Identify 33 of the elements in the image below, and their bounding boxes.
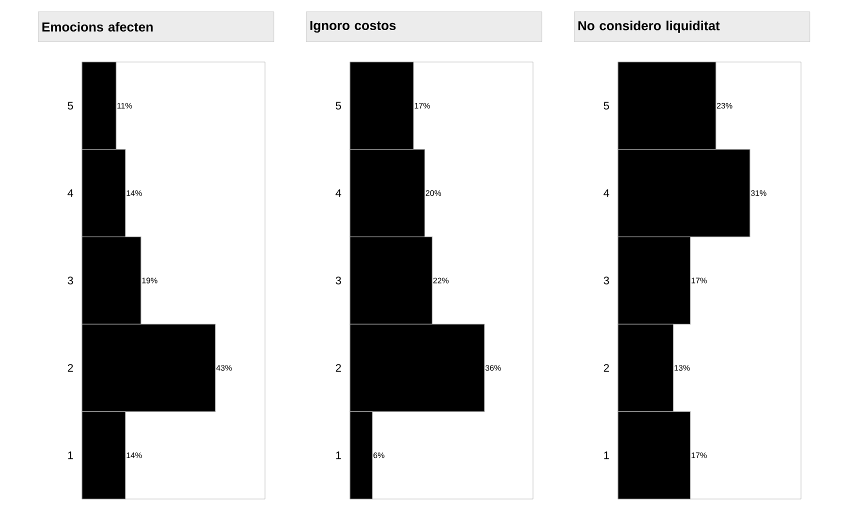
data-label: 14% bbox=[126, 452, 142, 458]
y-tick-label: 1 bbox=[336, 452, 341, 460]
y-tick-label: 5 bbox=[68, 102, 73, 110]
y-tick-label: 3 bbox=[604, 276, 609, 284]
y-tick-label: 2 bbox=[336, 364, 341, 372]
data-label: 14% bbox=[126, 190, 142, 196]
y-tick-label: 5 bbox=[336, 102, 341, 110]
data-label: 17% bbox=[414, 102, 430, 109]
data-label: 20% bbox=[426, 190, 442, 196]
data-label: 17% bbox=[692, 452, 707, 458]
chart-title: No considero liquiditat bbox=[578, 20, 720, 33]
data-label: 11% bbox=[117, 102, 132, 109]
data-label: 19% bbox=[142, 278, 158, 284]
y-tick-label: 2 bbox=[68, 364, 73, 372]
data-label: 23% bbox=[716, 102, 732, 109]
y-tick-label: 3 bbox=[336, 276, 341, 284]
chart-title: Emocions afecten bbox=[42, 22, 153, 32]
data-label: 13% bbox=[674, 365, 690, 371]
data-label: 22% bbox=[433, 278, 449, 284]
chart-title: Ignoro costos bbox=[310, 20, 396, 33]
y-tick-label: 4 bbox=[604, 189, 610, 197]
y-tick-label: 1 bbox=[68, 452, 73, 460]
data-label: 36% bbox=[485, 365, 501, 371]
y-tick-label: 4 bbox=[336, 189, 342, 197]
y-tick-label: 2 bbox=[604, 364, 609, 372]
data-label: 17% bbox=[692, 278, 707, 284]
y-tick-label: 3 bbox=[68, 276, 73, 284]
data-label: 6% bbox=[374, 452, 384, 458]
y-tick-label: 4 bbox=[68, 189, 74, 197]
data-label: 43% bbox=[216, 365, 232, 371]
data-label: 31% bbox=[750, 190, 766, 196]
y-tick-label: 1 bbox=[604, 452, 609, 460]
y-tick-label: 5 bbox=[604, 102, 609, 110]
